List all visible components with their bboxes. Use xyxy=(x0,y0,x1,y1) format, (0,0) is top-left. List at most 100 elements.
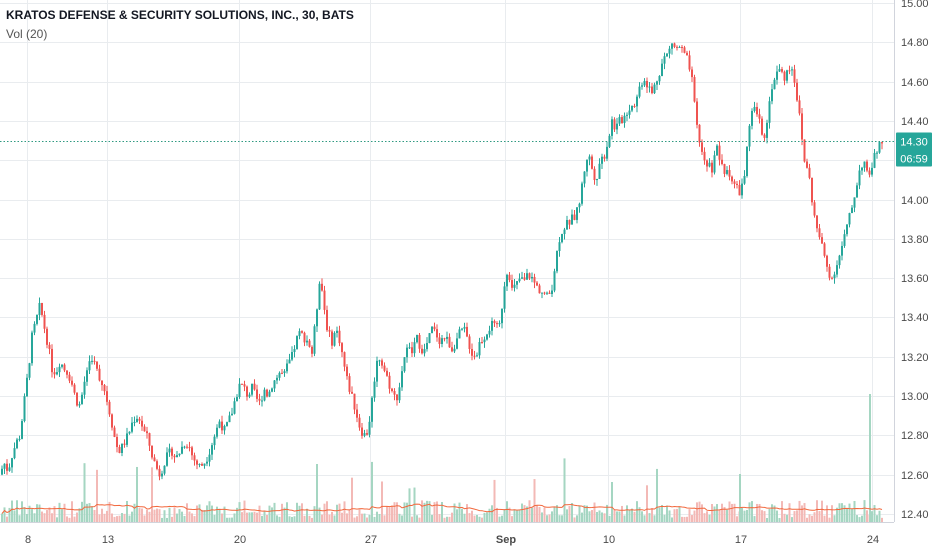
volume-bar xyxy=(471,510,473,522)
volume-bar xyxy=(311,517,313,522)
volume-bar xyxy=(478,516,481,522)
price-axis[interactable]: 15.0014.8014.6014.4014.2014.0013.8013.60… xyxy=(901,0,929,521)
volume-bar xyxy=(606,504,608,522)
volume-bar xyxy=(361,513,363,522)
candle-down xyxy=(696,101,698,125)
price-tick-label: 13.40 xyxy=(901,312,929,324)
candle-up xyxy=(748,125,751,147)
candle-down xyxy=(106,391,108,402)
candle-up xyxy=(616,123,618,130)
symbol-title[interactable]: KRATOS DEFENSE & SECURITY SOLUTIONS, INC… xyxy=(6,8,354,22)
candle-down xyxy=(796,82,798,101)
candle-up xyxy=(638,86,641,97)
candle-up xyxy=(726,170,728,174)
candle-down xyxy=(73,384,76,393)
candle-up xyxy=(181,446,183,454)
volume-bar xyxy=(871,511,873,522)
candle-down xyxy=(758,114,761,119)
volume-bar xyxy=(733,503,736,522)
candle-up xyxy=(506,274,508,287)
candle-up xyxy=(28,363,31,378)
volume-bar xyxy=(628,509,631,522)
candle-up xyxy=(546,292,548,294)
volume-bar xyxy=(536,505,538,522)
volume-bar xyxy=(633,511,636,522)
volume-bar xyxy=(791,517,793,522)
candle-up xyxy=(296,336,298,350)
volume-bar xyxy=(428,501,431,522)
price-tick-label: 15.00 xyxy=(901,0,929,10)
candle-down xyxy=(633,105,636,107)
volume-bar xyxy=(608,515,611,522)
candle-down xyxy=(698,124,701,143)
volume-bar xyxy=(116,516,118,522)
volume-bar xyxy=(81,501,83,522)
volume-bar xyxy=(543,507,546,522)
candle-up xyxy=(398,387,401,401)
volume-bar xyxy=(331,511,333,522)
volume-bar xyxy=(328,514,331,522)
candle-down xyxy=(591,156,593,169)
volume-bar xyxy=(123,513,126,522)
volume-bar xyxy=(766,517,768,522)
volume-bar xyxy=(783,513,786,522)
candle-up xyxy=(518,278,521,282)
volume-bar xyxy=(833,515,836,522)
candle-down xyxy=(308,340,311,347)
volume-bar xyxy=(483,512,486,522)
volume-bar xyxy=(743,510,746,522)
candle-up xyxy=(236,397,238,402)
volume-bar xyxy=(436,501,438,522)
candle-down xyxy=(266,389,268,397)
candle-down xyxy=(6,463,8,471)
candle-down xyxy=(866,161,868,171)
candle-up xyxy=(283,371,286,374)
candle-down xyxy=(728,170,731,177)
candle-up xyxy=(653,84,656,94)
time-axis[interactable]: 8 13 20 27 Sep 10 17 24 xyxy=(25,534,879,546)
volume-bar xyxy=(838,503,841,522)
volume-bar xyxy=(443,517,446,522)
chart-legend: KRATOS DEFENSE & SECURITY SOLUTIONS, INC… xyxy=(6,6,354,44)
candle-up xyxy=(363,433,366,436)
candle-up xyxy=(248,394,251,397)
candle-down xyxy=(246,386,248,397)
volume-bar xyxy=(113,516,116,522)
candle-up xyxy=(501,308,503,324)
volume-bar xyxy=(396,502,398,522)
candle-down xyxy=(443,338,446,340)
candle-down xyxy=(481,342,483,344)
candle-down xyxy=(496,323,498,325)
volume-bar xyxy=(393,502,396,522)
volume-bar xyxy=(681,516,683,522)
volume-bar xyxy=(571,502,573,522)
candle-up xyxy=(836,265,838,275)
volume-bar xyxy=(166,517,168,522)
volume-bar xyxy=(568,506,571,522)
volume-indicator-label[interactable]: Vol (20) xyxy=(6,27,48,41)
volume-bar xyxy=(708,514,711,522)
volume-bar xyxy=(51,513,53,522)
volume-bar xyxy=(96,469,98,522)
volume-bar xyxy=(53,506,56,522)
candle-up xyxy=(476,355,478,357)
candle-down xyxy=(818,228,821,238)
volume-bar xyxy=(468,513,471,522)
volume-bar xyxy=(851,508,853,522)
candle-up xyxy=(168,448,171,453)
volume-bar xyxy=(691,515,693,522)
candle-up xyxy=(503,286,506,309)
candle-up xyxy=(11,458,13,468)
candle-down xyxy=(761,118,763,135)
candle-down xyxy=(343,352,346,367)
volume-bar xyxy=(83,463,86,522)
volume-bar xyxy=(763,511,766,522)
volume-bar xyxy=(773,505,776,522)
candle-up xyxy=(716,145,718,156)
volume-bar xyxy=(278,516,281,522)
candle-up xyxy=(491,320,493,331)
volume-bar xyxy=(653,515,656,522)
candle-up xyxy=(56,372,58,375)
volume-bar xyxy=(16,500,18,522)
